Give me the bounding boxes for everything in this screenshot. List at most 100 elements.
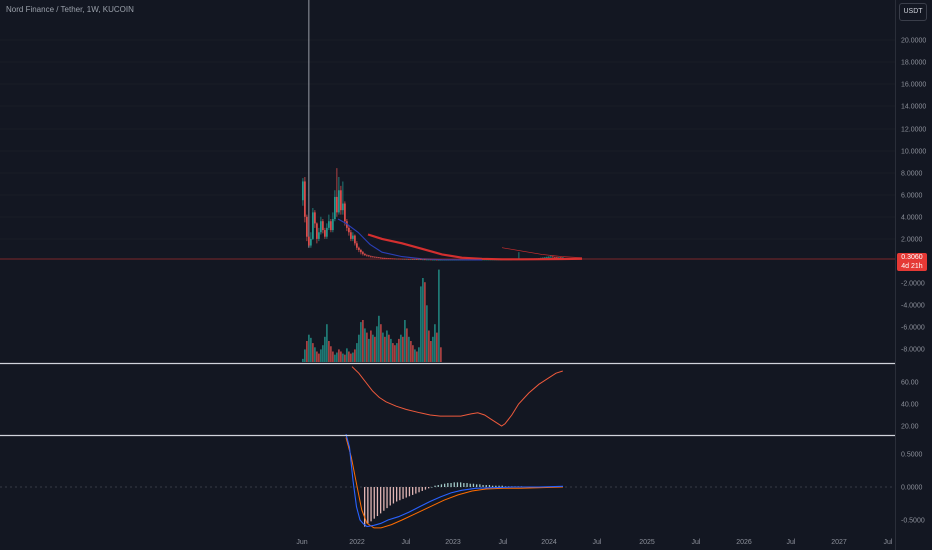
volume-bar [348,351,350,362]
macd-histogram-bar [370,487,372,522]
candle-body [556,257,558,259]
candle-body [380,257,382,259]
macd-histogram-bar [421,487,423,491]
volume-bar [424,282,426,362]
volume-bar [418,347,420,362]
volume-bar [340,351,342,362]
macd-histogram-bar [469,483,471,487]
volume-bar [328,341,330,362]
macd-histogram-bar [434,485,436,487]
candle-body [352,235,354,239]
rsi-tick-label: 20.00 [901,424,919,431]
candle-body [330,221,332,231]
volume-tick-label: -4.0000 [901,303,925,310]
volume-bar [308,334,310,362]
candle-body [418,259,420,261]
volume-bar [396,343,398,362]
current-price-value: 0.3060 [901,254,923,261]
currency-button[interactable]: USDT [899,3,927,21]
candle-body [362,252,364,254]
candle-body [308,236,310,246]
price-tick-label: 20.0000 [901,38,926,45]
candle-body [420,259,422,261]
candle-body [338,190,340,213]
macd-histogram-bar [431,487,433,488]
volume-bar [414,349,416,362]
macd-histogram-bar [482,485,484,487]
candle-body [332,219,334,231]
volume-bar [350,353,352,362]
volume-bar [312,343,314,362]
candle-body [434,259,436,261]
volume-tick-label: -8.0000 [901,347,925,354]
candle-body [426,259,428,261]
volume-bar [372,334,374,362]
volume-bar [362,320,364,362]
rsi-line [351,366,563,427]
volume-bar [426,305,428,362]
volume-bar [316,351,318,362]
candle-body [544,257,546,259]
time-tick-label: Jul [884,539,893,546]
volume-bar [310,337,312,362]
candle-body [548,257,550,258]
macd-tick-label: -0.5000 [901,518,925,525]
candle-body [306,216,308,237]
time-tick-label: Jul [593,539,602,546]
time-tick-label: Jul [787,539,796,546]
volume-bar [434,324,436,362]
candle-body [546,257,548,259]
candle-body [558,257,560,259]
volume-bar [346,348,348,362]
price-tick-label: 14.0000 [901,104,926,111]
macd-histogram-bar [376,487,379,517]
macd-histogram-bar [424,487,427,490]
volume-bar [412,345,414,362]
macd-histogram-bar [386,487,388,509]
volume-bar [380,324,382,362]
candle-body [360,249,362,253]
volume-bar [374,336,376,362]
volume-bar [338,349,340,362]
price-tick-label: 6.0000 [901,193,923,200]
candle-body [340,190,342,211]
volume-bar [386,330,388,362]
macd-histogram-bar [389,487,391,506]
price-tick-label: 4.0000 [901,215,923,222]
volume-bar [334,354,336,362]
candle-body [314,212,316,224]
candle-body [554,257,556,258]
macd-histogram-bar [447,483,449,487]
volume-bar [376,326,378,362]
candle-body [356,243,358,248]
macd-histogram-bar [383,487,385,511]
volume-bar [360,322,362,362]
rsi-pane [351,366,563,427]
volume-bar [304,349,306,362]
macd-histogram-bar [492,485,494,487]
candle-body [430,259,432,261]
volume-bar [382,332,384,362]
candle-body [552,256,554,258]
volume-bar [438,269,440,362]
candle-body [304,181,306,217]
time-tick-label: 2027 [831,539,847,546]
price-tick-label: 8.0000 [901,171,923,178]
time-tick-label: 2026 [736,539,752,546]
symbol-title[interactable]: Nord Finance / Tether, 1W, KUCOIN [6,5,134,14]
candle-body [402,259,404,260]
macd-histogram-bar [450,483,452,487]
volume-bar [344,354,346,362]
macd-histogram-bar [466,483,468,487]
volume-bar [370,330,372,362]
rsi-tick-label: 60.00 [901,380,919,387]
candle-body [414,259,416,260]
candle-body [302,181,304,201]
volume-bar [324,336,326,362]
price-gridlines [0,39,895,240]
macd-histogram-bar [472,483,475,487]
macd-tick-label: 0.0000 [901,485,923,492]
candle-body [322,221,324,231]
macd-histogram-bar [367,487,369,524]
